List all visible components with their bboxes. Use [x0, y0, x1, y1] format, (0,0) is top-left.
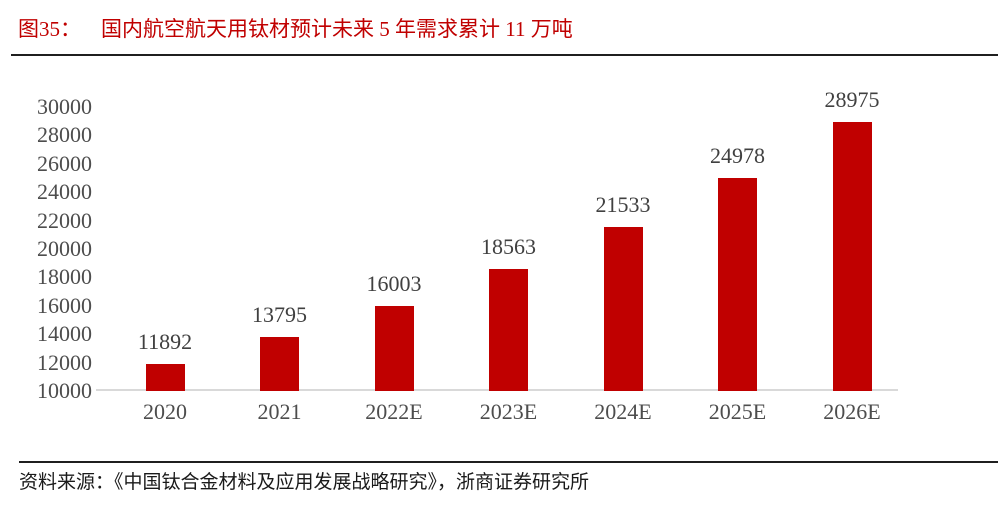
y-axis-tick-label: 28000	[37, 122, 92, 148]
x-axis-category-label: 2026E	[823, 399, 881, 424]
y-axis-tick-label: 22000	[37, 207, 92, 233]
footer-divider-rule	[19, 461, 998, 463]
y-axis-tick-label: 30000	[37, 94, 92, 119]
source-text: 资料来源：《中国钛合金材料及应用发展战略研究》，浙商证券研究所	[19, 472, 590, 493]
y-axis-tick-label: 12000	[37, 349, 92, 375]
y-axis-tick-label: 18000	[37, 264, 92, 290]
y-axis-tick-label: 24000	[37, 179, 92, 205]
bar-value-label: 24978	[710, 143, 765, 169]
title-divider-rule	[11, 54, 998, 56]
figure-number-label: 图35：	[18, 17, 81, 41]
x-axis-category-label: 2025E	[708, 399, 767, 424]
bar-value-label: 16003	[366, 270, 422, 296]
x-axis-category-label: 2024E	[594, 399, 652, 424]
bar-value-label: 28975	[824, 86, 880, 112]
bar	[145, 364, 185, 391]
figure-title-text: 国内航空航天用钛材预计未来 5 年需求累计 11 万吨	[101, 17, 573, 41]
bar	[489, 269, 528, 391]
y-axis-tick-label: 16000	[37, 292, 92, 318]
x-axis-category-label: 2022E	[365, 399, 423, 424]
y-axis-tick-label: 20000	[37, 236, 92, 261]
bar	[603, 227, 643, 391]
y-axis-tick-label: 14000	[37, 321, 92, 347]
bar-value-label: 21533	[595, 192, 651, 218]
bar-value-label: 18563	[481, 234, 536, 260]
figure-title: 图35： 国内航空航天用钛材预计未来 5 年需求累计 11 万吨	[18, 16, 573, 42]
x-axis-category-label: 2020	[143, 399, 187, 424]
bar	[832, 121, 872, 391]
bar	[374, 305, 414, 391]
bar-value-label: 11892	[137, 329, 193, 355]
bar-chart: 10000 12000 14000 16000 18000 20000 22000 24000…	[37, 86, 898, 424]
bar	[718, 178, 757, 391]
y-axis-tick-label: 10000	[37, 378, 92, 403]
bar	[260, 337, 299, 391]
x-axis-category-label: 2023E	[479, 399, 538, 424]
x-axis-category-label: 2021	[257, 399, 302, 424]
y-axis-tick-label: 26000	[37, 150, 92, 176]
bar-value-label: 13795	[252, 302, 307, 328]
